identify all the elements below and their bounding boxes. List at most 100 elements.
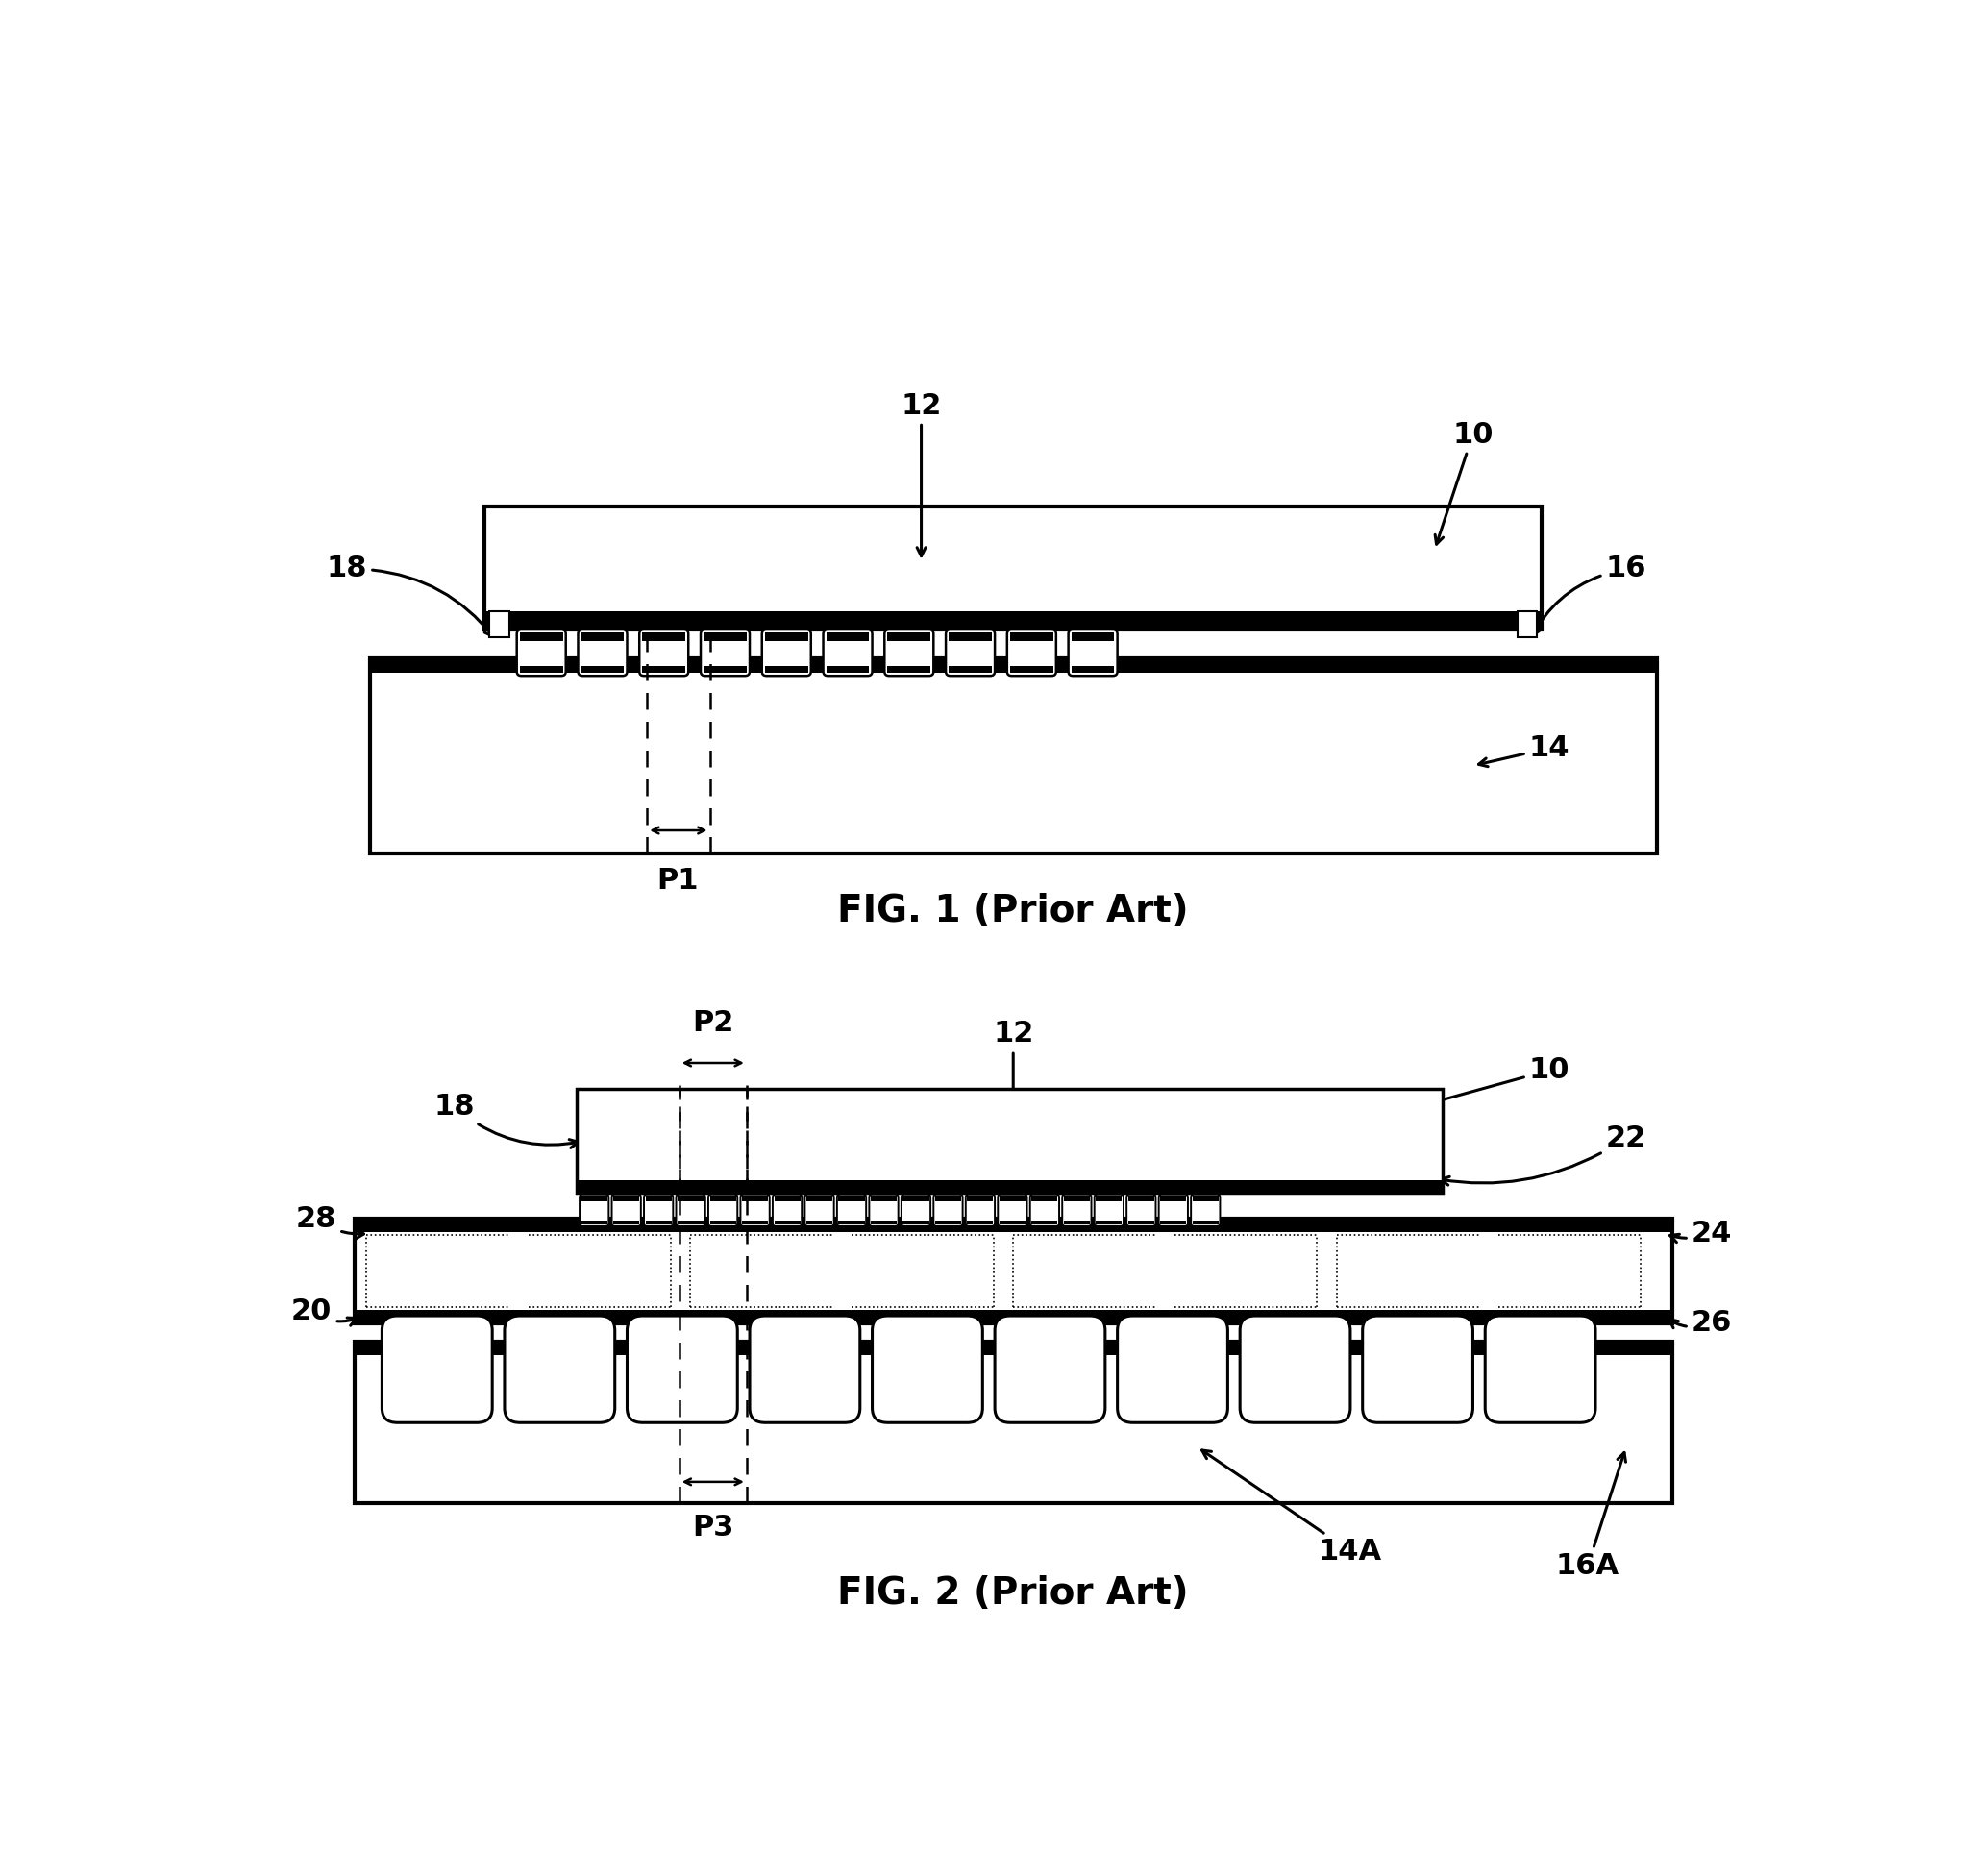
Bar xyxy=(678,1195,704,1203)
Bar xyxy=(704,632,747,642)
Bar xyxy=(888,666,931,673)
FancyBboxPatch shape xyxy=(1062,1195,1091,1227)
Text: 10: 10 xyxy=(1435,420,1493,544)
Bar xyxy=(581,632,625,642)
Bar xyxy=(1032,1195,1058,1203)
Bar xyxy=(838,1221,864,1225)
Text: 24: 24 xyxy=(1671,1219,1732,1248)
FancyBboxPatch shape xyxy=(902,1195,931,1227)
FancyBboxPatch shape xyxy=(579,1195,609,1227)
FancyBboxPatch shape xyxy=(676,1195,706,1227)
Text: P3: P3 xyxy=(692,1514,733,1542)
Text: FIG. 2 (Prior Art): FIG. 2 (Prior Art) xyxy=(838,1574,1188,1611)
FancyBboxPatch shape xyxy=(516,630,565,675)
FancyBboxPatch shape xyxy=(382,1315,492,1422)
Bar xyxy=(775,1195,801,1203)
Text: 16: 16 xyxy=(1532,555,1647,636)
Bar xyxy=(581,666,625,673)
Bar xyxy=(354,1309,1673,1323)
Bar xyxy=(949,632,992,642)
Text: 12: 12 xyxy=(992,1021,1034,1129)
Bar xyxy=(870,1195,898,1203)
Bar xyxy=(765,632,809,642)
Bar xyxy=(1072,632,1115,642)
Bar xyxy=(643,666,686,673)
Bar xyxy=(678,1221,704,1225)
Text: 18: 18 xyxy=(326,555,492,636)
FancyBboxPatch shape xyxy=(933,1195,963,1227)
Text: P2: P2 xyxy=(692,1009,733,1037)
FancyBboxPatch shape xyxy=(1117,1315,1228,1422)
Bar xyxy=(645,1195,672,1203)
Text: 28: 28 xyxy=(297,1204,364,1238)
Bar xyxy=(967,1221,992,1225)
Bar xyxy=(1010,632,1054,642)
Bar xyxy=(967,1195,992,1203)
FancyBboxPatch shape xyxy=(1068,630,1117,675)
FancyBboxPatch shape xyxy=(761,630,811,675)
Bar xyxy=(1072,666,1115,673)
Text: 20: 20 xyxy=(291,1298,356,1326)
FancyBboxPatch shape xyxy=(822,630,872,675)
Bar xyxy=(710,1221,735,1225)
Bar xyxy=(1516,612,1538,636)
Bar xyxy=(838,1195,864,1203)
FancyBboxPatch shape xyxy=(1127,1195,1157,1227)
FancyBboxPatch shape xyxy=(945,630,994,675)
Bar xyxy=(520,666,563,673)
Bar xyxy=(807,1195,832,1203)
Bar xyxy=(710,1195,735,1203)
FancyBboxPatch shape xyxy=(749,1315,860,1422)
Bar xyxy=(370,658,1657,673)
Bar xyxy=(354,1341,1673,1354)
FancyBboxPatch shape xyxy=(1362,1315,1473,1422)
Text: 10: 10 xyxy=(1356,1056,1570,1126)
Bar xyxy=(1095,1221,1123,1225)
FancyBboxPatch shape xyxy=(1485,1315,1595,1422)
Bar xyxy=(704,666,747,673)
Bar xyxy=(488,612,510,636)
Text: 14A: 14A xyxy=(1202,1450,1382,1565)
Bar xyxy=(484,507,1542,630)
FancyBboxPatch shape xyxy=(700,630,749,675)
FancyBboxPatch shape xyxy=(1240,1315,1350,1422)
Bar xyxy=(1000,1195,1026,1203)
Bar xyxy=(949,666,992,673)
Text: 14: 14 xyxy=(1479,734,1570,767)
FancyBboxPatch shape xyxy=(965,1195,994,1227)
FancyBboxPatch shape xyxy=(639,630,688,675)
Bar xyxy=(484,612,1542,630)
Text: P1: P1 xyxy=(656,867,698,895)
Bar xyxy=(903,1195,929,1203)
Bar xyxy=(1129,1221,1155,1225)
FancyBboxPatch shape xyxy=(836,1195,866,1227)
FancyBboxPatch shape xyxy=(884,630,933,675)
Bar xyxy=(935,1221,961,1225)
Bar xyxy=(370,658,1657,854)
Bar xyxy=(741,1221,767,1225)
Bar xyxy=(354,1219,1673,1323)
FancyBboxPatch shape xyxy=(1159,1195,1188,1227)
FancyBboxPatch shape xyxy=(627,1315,737,1422)
FancyBboxPatch shape xyxy=(1190,1195,1220,1227)
Bar xyxy=(643,632,686,642)
FancyBboxPatch shape xyxy=(1095,1195,1123,1227)
Bar xyxy=(1064,1195,1089,1203)
Bar xyxy=(1192,1221,1218,1225)
FancyBboxPatch shape xyxy=(577,630,627,675)
Bar xyxy=(826,666,870,673)
Text: 12: 12 xyxy=(902,392,941,555)
Bar xyxy=(870,1221,898,1225)
Bar xyxy=(613,1195,639,1203)
Bar xyxy=(1192,1195,1218,1203)
FancyBboxPatch shape xyxy=(504,1315,615,1422)
FancyBboxPatch shape xyxy=(741,1195,769,1227)
Bar xyxy=(935,1195,961,1203)
Bar xyxy=(826,632,870,642)
Bar xyxy=(1095,1195,1123,1203)
Bar xyxy=(903,1221,929,1225)
Bar xyxy=(1010,666,1054,673)
Text: 18: 18 xyxy=(433,1092,579,1148)
Bar xyxy=(765,666,809,673)
FancyBboxPatch shape xyxy=(998,1195,1026,1227)
